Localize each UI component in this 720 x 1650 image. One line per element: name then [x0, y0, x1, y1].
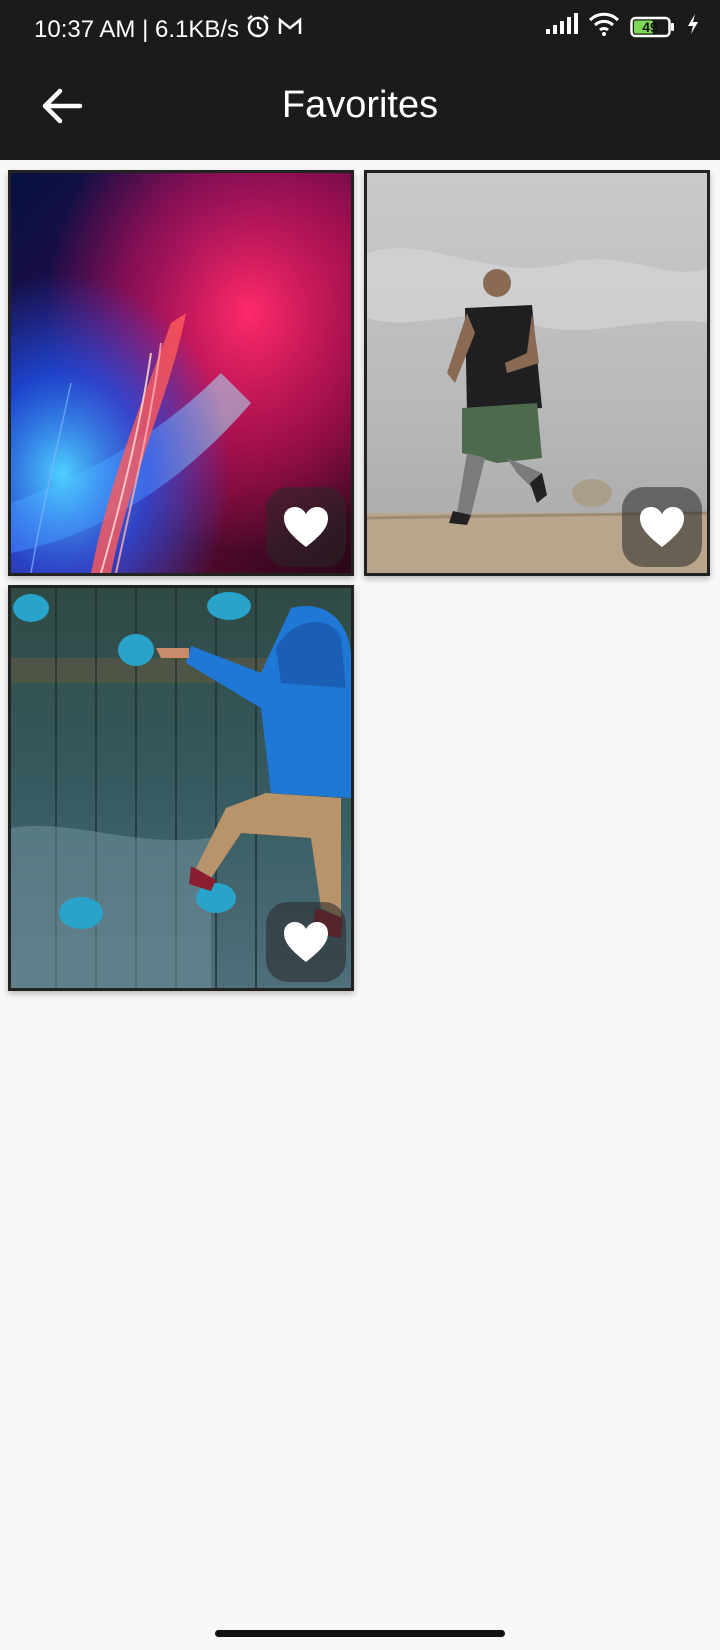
gmail-icon	[277, 15, 303, 44]
alarm-icon	[245, 13, 271, 46]
back-button[interactable]	[30, 74, 94, 138]
battery-level: 49	[642, 18, 658, 35]
status-bar: 10:37 AM | 6.1KB/s 49	[0, 0, 720, 56]
home-indicator[interactable]	[215, 1630, 505, 1637]
favorite-card[interactable]	[8, 170, 354, 576]
climbing-image	[11, 588, 351, 988]
favorite-card[interactable]	[8, 585, 354, 991]
status-time-speed: 10:37 AM | 6.1KB/s	[34, 15, 240, 43]
favorite-toggle-button[interactable]	[266, 487, 346, 567]
favorite-toggle-button[interactable]	[266, 902, 346, 982]
heart-icon	[284, 922, 328, 962]
status-right: 49	[544, 12, 700, 41]
page-title: Favorites	[281, 84, 439, 126]
arrow-left-icon	[42, 88, 83, 124]
heart-icon	[284, 507, 328, 547]
wifi-icon	[588, 12, 620, 41]
signal-icon	[544, 12, 578, 41]
app-bar: Favorites	[0, 56, 720, 160]
favorite-card[interactable]	[364, 170, 710, 576]
favorite-toggle-button[interactable]	[622, 487, 702, 567]
status-left: 10:37 AM | 6.1KB/s	[34, 13, 303, 46]
heart-icon	[640, 507, 684, 547]
charging-icon	[686, 13, 700, 40]
battery-icon: 49	[630, 16, 676, 38]
